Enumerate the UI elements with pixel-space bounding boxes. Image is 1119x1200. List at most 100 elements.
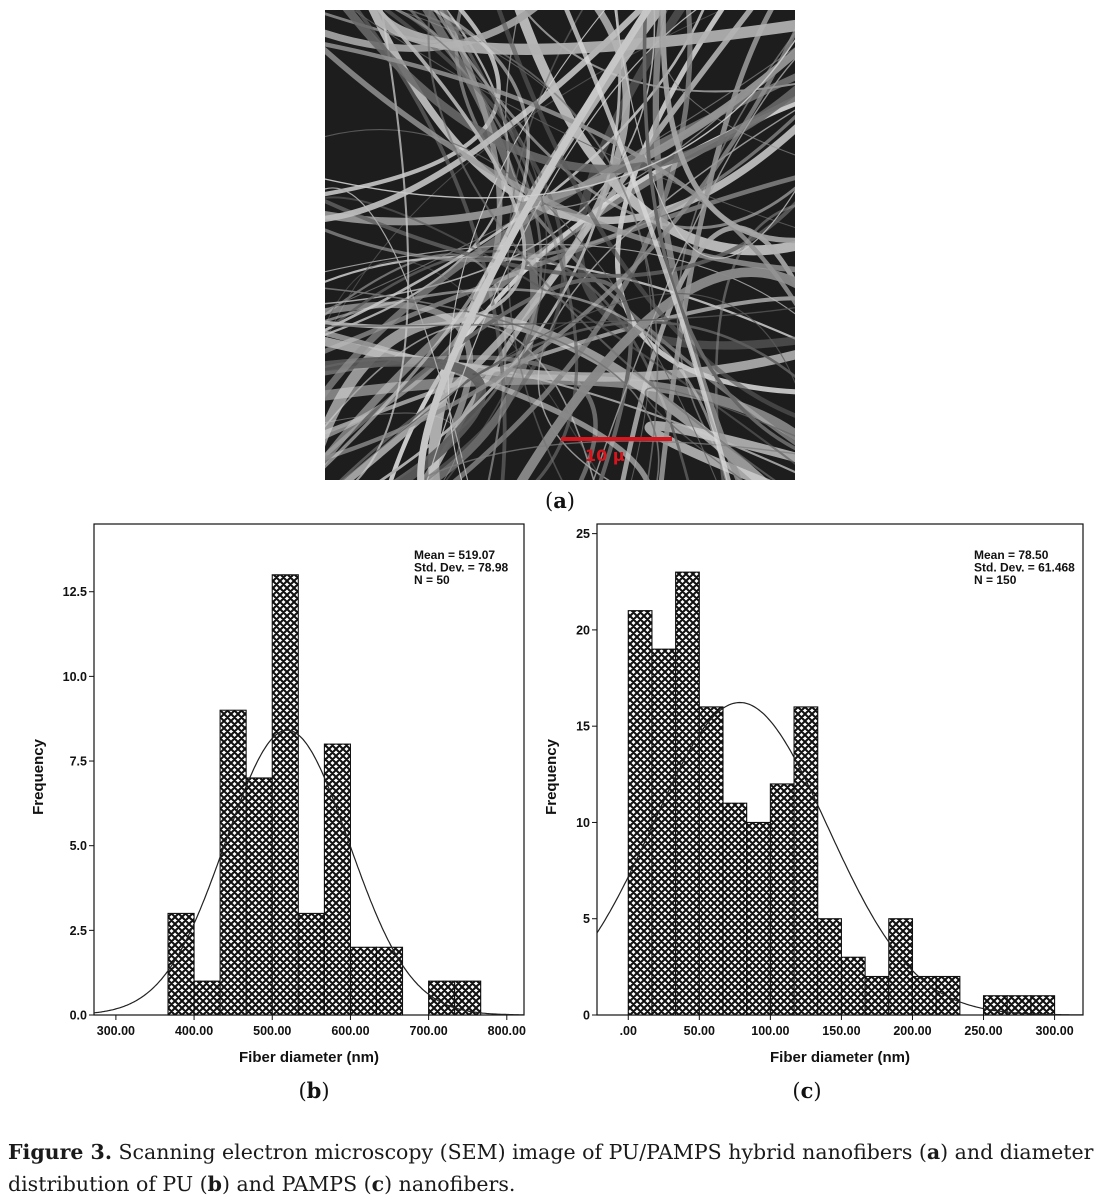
y-tick-label: 12.5 <box>63 585 87 599</box>
fiber-strand <box>325 243 795 315</box>
x-tick-label: 700.00 <box>410 1024 448 1038</box>
panel-label-c: (c) <box>792 1078 822 1103</box>
fiber-strand <box>325 27 795 461</box>
normal-curve <box>596 701 1083 1016</box>
stats-line: Mean = 519.07 <box>414 548 495 562</box>
caption-text-2: ) and diameter distribution of PU ( <box>8 1140 1094 1196</box>
histogram-bar <box>245 777 273 1016</box>
x-tick-label: 600.00 <box>331 1024 369 1038</box>
caption-text-3: ) and PAMPS ( <box>222 1172 372 1196</box>
histogram-bar <box>793 706 819 1016</box>
fiber-strand <box>325 10 527 329</box>
y-tick-label: 2.5 <box>70 924 87 938</box>
fiber-strand <box>325 114 795 263</box>
fiber-strand <box>397 10 548 480</box>
fiber-strand <box>614 10 795 259</box>
fiber-strand <box>325 287 660 480</box>
fiber-strand <box>325 47 795 226</box>
normal-curve <box>93 729 524 1016</box>
histogram-bar <box>817 918 842 1016</box>
panel-letter-b: b <box>306 1078 322 1103</box>
stats-line: Std. Dev. = 78.98 <box>414 561 508 575</box>
x-tick-label: .00 <box>620 1024 637 1038</box>
panel-label-b: (b) <box>298 1078 330 1103</box>
histogram-bar <box>323 743 351 1016</box>
x-tick-label: 150.00 <box>822 1024 860 1038</box>
stats-line: N = 150 <box>974 573 1017 587</box>
histogram-bar <box>769 783 795 1016</box>
x-tick-label: 800.00 <box>488 1024 526 1038</box>
fiber-strand <box>516 267 795 480</box>
y-axis-label: Frequency <box>543 738 560 815</box>
histogram-bar <box>935 975 961 1016</box>
fiber-strand <box>368 10 795 224</box>
x-tick-label: 250.00 <box>964 1024 1002 1038</box>
y-tick-label: 7.5 <box>70 755 87 769</box>
histogram-b: 300.00 400.00 500.00 600.00 700.00 800.00 0.0 2… <box>30 523 526 1066</box>
fiber-strand <box>383 10 566 480</box>
fiber-strand <box>496 10 795 418</box>
fiber-strand <box>433 10 795 230</box>
fiber-strand <box>658 10 774 480</box>
fiber-strand <box>660 10 795 244</box>
x-tick-label: 300.00 <box>97 1024 135 1038</box>
histogram-bar <box>675 571 700 1016</box>
fiber-strand <box>352 10 795 229</box>
figure-caption: Figure 3. Scanning electron microscopy (… <box>8 1136 1113 1200</box>
histogram-bar <box>627 610 653 1016</box>
stats-line: Mean = 78.50 <box>974 548 1049 562</box>
histogram-bar <box>651 648 677 1016</box>
histogram-bar <box>375 946 404 1016</box>
histogram-bar <box>219 709 247 1016</box>
panel-letter-a: a <box>553 488 567 513</box>
fiber-strand <box>452 10 693 480</box>
fiber-strand <box>714 204 795 480</box>
fiber-strand <box>325 307 795 327</box>
x-tick-label: 300.00 <box>1035 1024 1073 1038</box>
caption-ref-b: b <box>207 1172 222 1196</box>
y-tick-label: 5 <box>583 912 590 926</box>
histogram-bar <box>349 946 378 1016</box>
caption-ref-c: c <box>371 1172 385 1196</box>
fiber-strand <box>644 421 795 480</box>
fiber-strand <box>644 387 795 480</box>
panel-letter-c: c <box>800 1078 814 1103</box>
x-tick-label: 200.00 <box>893 1024 931 1038</box>
x-axis-label: Fiber diameter (nm) <box>770 1049 910 1066</box>
sem-fiber-network <box>325 10 795 480</box>
scale-bar <box>561 437 672 441</box>
caption-text-1: Scanning electron microscopy (SEM) image… <box>111 1140 927 1164</box>
caption-ref-a: a <box>926 1140 941 1164</box>
fiber-strand <box>642 10 795 451</box>
y-tick-label: 25 <box>576 527 590 541</box>
histogram-c: .00 50.00 100.00 150.00 200.00 250.00 300.00 0 5… <box>543 523 1084 1066</box>
y-tick-label: 0 <box>583 1009 590 1023</box>
fiber-strand <box>659 10 795 156</box>
fiber-strand <box>325 330 650 480</box>
stats-line: N = 50 <box>414 573 450 587</box>
y-tick-label: 10.0 <box>63 670 87 684</box>
histogram-bar <box>193 980 221 1016</box>
histogram-bar <box>722 802 748 1016</box>
fiber-strand <box>325 260 603 480</box>
y-tick-label: 15 <box>576 720 590 734</box>
y-tick-label: 20 <box>576 623 590 637</box>
fiber-strand <box>325 312 768 480</box>
histogram-bar <box>911 975 937 1016</box>
x-tick-label: 500.00 <box>253 1024 291 1038</box>
fiber-strand <box>325 42 795 307</box>
fiber-strand <box>325 73 795 398</box>
fiber-strand <box>325 336 795 382</box>
x-tick-label: 100.00 <box>751 1024 789 1038</box>
caption-label: Figure 3. <box>8 1140 112 1164</box>
fiber-strand <box>417 10 652 480</box>
y-axis-label: Frequency <box>30 738 47 815</box>
y-tick-label: 10 <box>576 816 590 830</box>
fiber-strand <box>417 440 795 480</box>
fiber-strand <box>325 356 487 480</box>
histogram-bar <box>428 980 456 1016</box>
scale-bar-label: 10 μ <box>585 446 625 465</box>
caption-text-4: ) nanofibers. <box>384 1172 516 1196</box>
histogram-bar <box>271 574 299 1016</box>
fiber-strand <box>325 39 795 199</box>
